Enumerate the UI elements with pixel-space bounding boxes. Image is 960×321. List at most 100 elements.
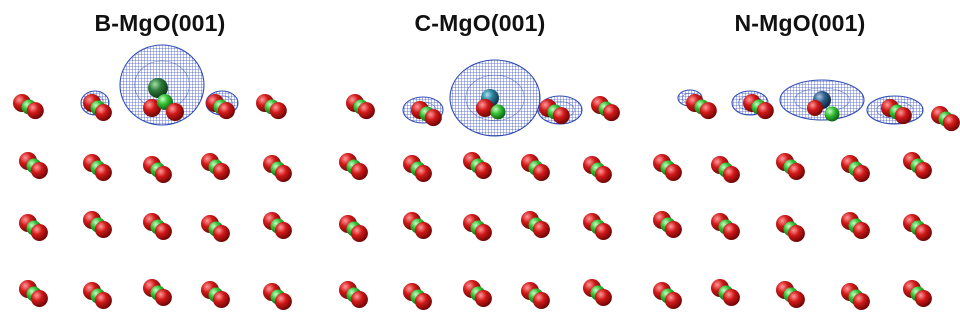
o-atom (474, 224, 492, 241)
mgo-pair (776, 281, 805, 308)
o-atom (212, 163, 230, 180)
mgo-pair (711, 156, 740, 183)
mgo-pair (83, 211, 112, 238)
mgo-pair (83, 94, 112, 121)
mgo-pair (521, 211, 550, 238)
mgo-pair (686, 94, 717, 120)
o-atom (357, 102, 375, 120)
o-atom (914, 290, 932, 307)
mgo-pair (143, 156, 172, 183)
o-atom (26, 102, 44, 120)
o-atom (787, 225, 805, 242)
atoms-layer (13, 44, 292, 310)
mgo-pair (463, 152, 492, 179)
mgo-pair (19, 214, 48, 241)
mgo-pair (776, 215, 805, 242)
o-atom (532, 292, 550, 309)
mg-atom (824, 106, 840, 122)
mgo-pair (256, 94, 287, 120)
o-atom (602, 104, 620, 122)
o-atom (350, 291, 368, 308)
mgo-pair (83, 282, 112, 309)
o-atom (274, 222, 292, 239)
mgo-pair (521, 282, 550, 309)
o-atom (154, 223, 172, 240)
mgo-pair (19, 152, 48, 179)
o-atom (414, 165, 432, 182)
mgo-pair (403, 212, 432, 239)
panel-title-c-mgo: C-MgO(001) (414, 10, 546, 36)
mgo-pair (411, 101, 442, 127)
mgo-pair (711, 279, 740, 306)
panel-c-mgo: C-MgO(001) (320, 0, 640, 321)
o-atom (474, 162, 492, 179)
o-atom (154, 166, 172, 183)
panel-title-n-mgo: N-MgO(001) (734, 10, 866, 36)
mgo-pair (521, 154, 550, 181)
o-atom (722, 223, 740, 240)
o-atom (594, 166, 612, 183)
mgo-pair (263, 283, 292, 310)
mgo-pair (743, 94, 774, 120)
mgo-pair (339, 215, 368, 242)
mgo-pair (83, 154, 112, 181)
mgo-pair (346, 94, 375, 120)
mgo-pair (206, 94, 235, 120)
mgo-pair (583, 156, 612, 183)
o-atom (664, 292, 682, 309)
o-atom (852, 222, 870, 239)
mgo-pair (143, 213, 172, 240)
mgo-pair (583, 279, 612, 306)
mgo-pair (13, 94, 44, 120)
mgo-pair (711, 213, 740, 240)
o-atom (894, 107, 912, 125)
o-atom (787, 163, 805, 180)
o-atom (414, 293, 432, 310)
o-atom (722, 289, 740, 306)
o-atom (274, 165, 292, 182)
mgo-pair (903, 280, 932, 307)
o-atom (30, 224, 48, 241)
o-atom (914, 162, 932, 179)
o-atom (143, 99, 161, 117)
mgo-pair (591, 96, 620, 122)
o-atom (414, 222, 432, 239)
panel-n-mgo: N-MgO(001) (640, 0, 960, 321)
o-atom (756, 102, 774, 120)
mgo-pair (403, 283, 432, 310)
o-atom (664, 164, 682, 181)
mgo-pair (841, 212, 870, 239)
panel-b-mgo: B-MgO(001) (0, 0, 320, 321)
atoms-layer (653, 79, 960, 310)
o-atom (532, 221, 550, 238)
o-atom (94, 221, 112, 238)
o-atom (30, 162, 48, 179)
o-atom (914, 224, 932, 241)
mgo-pair (403, 155, 432, 182)
o-atom (424, 109, 442, 127)
o-atom (664, 221, 682, 238)
mgo-pair (539, 99, 570, 125)
o-atom (269, 102, 287, 120)
o-atom (476, 99, 494, 117)
structure-b-mgo (13, 44, 292, 310)
mgo-pair (339, 153, 368, 180)
o-atom (94, 164, 112, 181)
structure-c-mgo (339, 59, 620, 310)
o-atom (722, 166, 740, 183)
o-atom (699, 102, 717, 120)
b-dopant-atom (148, 78, 168, 98)
o-atom (852, 165, 870, 182)
structure-n-mgo (653, 79, 960, 310)
mgo-pair (143, 279, 172, 306)
mgo-pair (263, 212, 292, 239)
o-atom (350, 225, 368, 242)
mgo-pair (583, 213, 612, 240)
mgo-pair (463, 214, 492, 241)
o-atom (787, 291, 805, 308)
mgo-pair (903, 214, 932, 241)
o-atom (212, 225, 230, 242)
mgo-pair (653, 211, 682, 238)
o-atom (166, 103, 184, 121)
o-atom (807, 100, 823, 116)
